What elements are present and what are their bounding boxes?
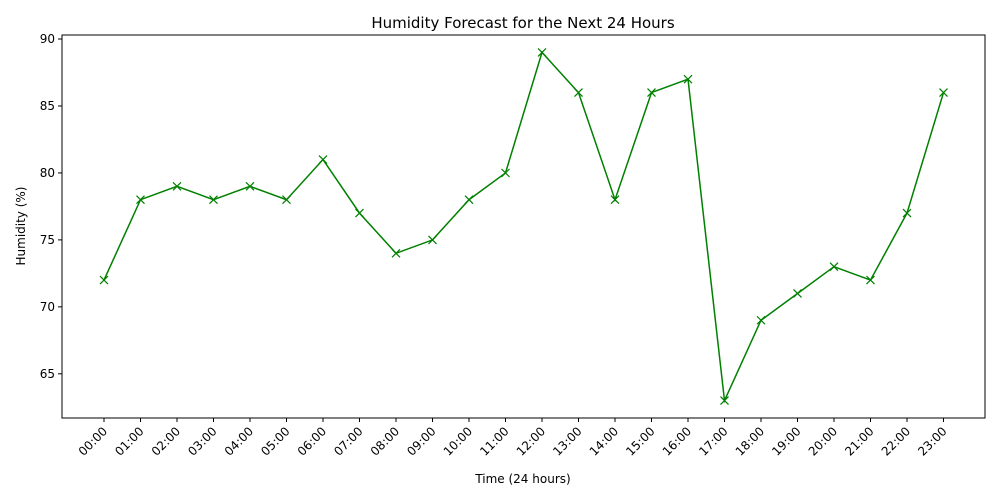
data-point [683, 74, 693, 84]
y-tick-label: 80 [40, 166, 55, 180]
x-tick-label: 12:00 [514, 424, 548, 458]
x-tick-label: 14:00 [587, 424, 621, 458]
y-tick-label: 90 [40, 32, 55, 46]
data-point [464, 195, 474, 205]
data-point [939, 88, 948, 98]
data-point [391, 248, 401, 258]
x-tick-label: 21:00 [842, 424, 876, 458]
x-tick-label: 10:00 [441, 424, 475, 458]
y-axis-label: Humidity (%) [14, 187, 28, 266]
data-point [355, 208, 364, 218]
x-tick-label: 02:00 [149, 424, 183, 458]
x-tick-label: 03:00 [185, 424, 219, 458]
data-point [501, 168, 510, 178]
x-tick-label: 17:00 [696, 424, 730, 458]
series-humidity [99, 47, 948, 406]
data-point [136, 195, 145, 205]
x-tick-label: 20:00 [806, 424, 840, 458]
data-point [610, 195, 620, 205]
data-point [282, 195, 291, 205]
data-point [647, 88, 656, 98]
data-point [574, 88, 583, 98]
x-tick-label: 22:00 [879, 424, 913, 458]
data-point [428, 235, 437, 245]
data-point [245, 181, 255, 191]
data-point [793, 289, 802, 298]
x-tick-label: 06:00 [295, 424, 329, 458]
data-point [537, 47, 547, 57]
data-point [720, 396, 729, 406]
x-tick-label: 00:00 [76, 424, 110, 458]
x-tick-label: 13:00 [550, 424, 584, 458]
y-tick-label: 75 [40, 233, 55, 247]
plot-area [61, 34, 986, 419]
y-tick-label: 70 [40, 300, 55, 314]
data-point [756, 315, 766, 325]
x-tick-label: 08:00 [368, 424, 402, 458]
data-point [902, 208, 912, 218]
y-tick-label: 65 [40, 367, 55, 381]
data-point [209, 195, 218, 205]
y-axis: 65 70 75 80 85 90 [40, 32, 62, 381]
data-point [866, 275, 875, 285]
x-tick-label: 16:00 [660, 424, 694, 458]
x-tick-label: 11:00 [477, 424, 511, 458]
y-tick-label: 85 [40, 99, 55, 113]
data-point [318, 155, 328, 164]
x-axis: 00:00 01:00 02:00 03:00 04:00 05:00 06:00 07:00… [76, 418, 950, 459]
x-tick-label: 01:00 [112, 424, 146, 458]
x-tick-label: 15:00 [623, 424, 657, 458]
x-tick-label: 05:00 [258, 424, 292, 458]
x-axis-label: Time (24 hours) [474, 472, 570, 486]
x-tick-label: 07:00 [331, 424, 365, 458]
series-line [103, 50, 945, 404]
x-tick-label: 18:00 [733, 424, 767, 458]
data-point [99, 275, 109, 285]
x-tick-label: 09:00 [404, 424, 438, 458]
chart-title: Humidity Forecast for the Next 24 Hours [371, 14, 674, 32]
data-point [172, 181, 182, 191]
x-tick-label: 04:00 [222, 424, 256, 458]
data-point [829, 262, 839, 272]
x-tick-label: 23:00 [915, 424, 949, 458]
x-tick-label: 19:00 [769, 424, 803, 458]
